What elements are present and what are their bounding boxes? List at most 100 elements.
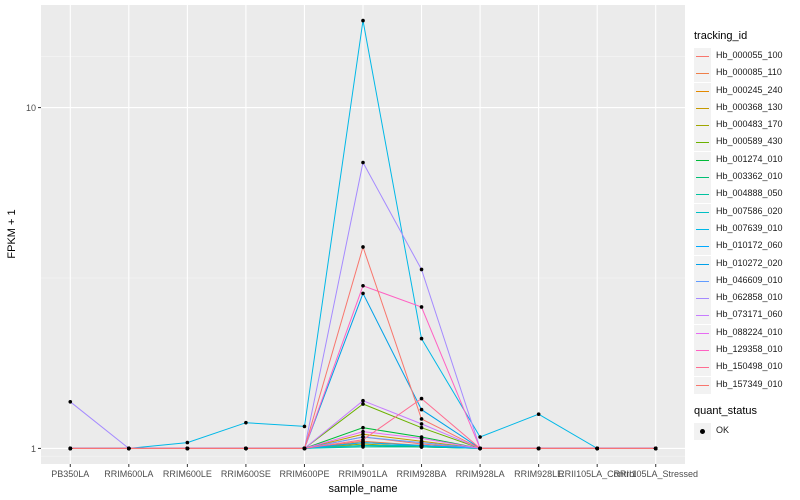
legend-line-swatch <box>696 228 709 230</box>
legend-label: Hb_004888_050 <box>716 188 783 199</box>
data-point <box>361 429 365 434</box>
data-point <box>68 400 73 404</box>
legend-key <box>694 203 711 221</box>
data-point <box>68 446 73 451</box>
legend-key <box>694 238 711 256</box>
legend-label: Hb_046609_010 <box>716 274 783 285</box>
data-point <box>419 407 424 412</box>
legend-label: Hb_010272_020 <box>716 257 783 268</box>
data-point <box>361 437 365 442</box>
legend-label: Hb_157349_010 <box>716 378 783 389</box>
legend-label: Hb_000055_100 <box>716 50 783 60</box>
legend-label: Hb_088224_010 <box>716 326 783 337</box>
legend-item: Hb_010272_020 <box>694 255 798 273</box>
legend-item: Hb_003362_010 <box>694 169 798 187</box>
data-point <box>419 440 424 445</box>
data-point <box>361 435 365 439</box>
y-tick-label: 10 <box>26 103 36 113</box>
data-point <box>361 443 365 448</box>
legend-line-swatch <box>696 315 709 317</box>
legend-line-swatch <box>696 125 709 127</box>
data-point <box>302 446 307 451</box>
x-tick-label: PB350LA <box>51 469 89 479</box>
legend-item: Hb_007639_010 <box>694 220 798 238</box>
legend-item: Hb_062858_010 <box>694 290 798 308</box>
legend-line-swatch <box>696 350 709 352</box>
data-point <box>478 435 482 439</box>
quant-legend-label: OK <box>716 425 730 435</box>
legend-label: Hb_000483_170 <box>716 119 783 130</box>
legend-key <box>694 359 711 377</box>
grid <box>41 5 685 464</box>
legend-line-swatch <box>696 142 709 144</box>
data-point <box>536 446 541 451</box>
legend-item: Hb_073171_060 <box>694 307 798 325</box>
legend-line-swatch <box>696 280 709 282</box>
x-axis-title: sample_name <box>328 483 397 495</box>
data-point <box>361 440 365 445</box>
legend-key <box>694 134 711 152</box>
legend-key <box>694 324 711 342</box>
x-tick-label: RRIM901LA <box>338 469 387 479</box>
legend-item: Hb_150498_010 <box>694 359 798 377</box>
legend-key <box>694 169 711 187</box>
legend-label: Hb_000368_130 <box>716 101 783 112</box>
data-point <box>478 446 482 451</box>
data-point <box>361 245 365 249</box>
axes: 1 10 PB350LA RRIM600LA RRIM600LE RRIM600SE RRI… <box>26 103 698 479</box>
legend-label: Hb_007639_010 <box>716 222 783 233</box>
x-tick-label: RRIM928LE <box>514 469 563 479</box>
quant-legend-title: quant_status <box>694 405 757 417</box>
data-point <box>536 412 541 416</box>
series-points <box>68 18 658 451</box>
data-point <box>419 396 424 401</box>
x-tick-label: RRII105LA_Stressed <box>613 469 698 479</box>
data-point <box>361 291 365 296</box>
data-point <box>361 18 365 23</box>
quant-legend-item: OK <box>694 423 798 440</box>
legend-key <box>694 307 711 325</box>
legend-line-swatch <box>696 298 709 300</box>
data-point <box>127 446 131 451</box>
data-point <box>244 420 248 425</box>
legend-item: Hb_000368_130 <box>694 99 798 117</box>
legend-key <box>694 48 711 65</box>
legend-line-swatch <box>696 194 709 196</box>
legend-label: Hb_073171_060 <box>716 309 783 320</box>
legend-items: Hb_000055_100 Hb_000085_110 Hb_000245_240 H… <box>694 48 798 394</box>
legend-label: Hb_129358_010 <box>716 344 783 355</box>
data-point <box>419 436 424 441</box>
legend-key <box>694 65 711 83</box>
x-tick-label: RRII105LA_Control <box>558 469 636 479</box>
data-point <box>361 425 365 430</box>
x-tick-label: RRIM600LE <box>163 469 212 479</box>
legend-item: Hb_007586_020 <box>694 203 798 221</box>
x-tick-label: RRIM928BA <box>397 469 447 479</box>
data-point <box>419 267 424 272</box>
legend-key <box>694 220 711 238</box>
legend-key <box>694 99 711 117</box>
y-tick-label: 1 <box>31 444 36 454</box>
legend-line-swatch <box>696 246 709 248</box>
legend-label: Hb_010172_060 <box>716 240 783 251</box>
legend-item: Hb_129358_010 <box>694 342 798 360</box>
legend-item: Hb_000055_100 <box>694 48 798 65</box>
data-point <box>185 446 190 451</box>
quant-legend-key <box>694 423 711 440</box>
legend-item: Hb_000589_430 <box>694 134 798 152</box>
data-point <box>419 336 424 341</box>
legend-item: Hb_010172_060 <box>694 238 798 256</box>
legend-key <box>694 117 711 135</box>
quant-status-legend: quant_status OK <box>694 405 798 440</box>
data-point <box>595 446 599 451</box>
x-tick-label: RRIM928LA <box>456 469 505 479</box>
legend-key <box>694 186 711 204</box>
legend-key <box>694 151 711 169</box>
legend-line-swatch <box>696 90 709 92</box>
tracking-id-legend: tracking_id Hb_000055_100 Hb_000085_110 Hb… <box>694 30 798 394</box>
data-point <box>244 446 248 451</box>
legend-item: Hb_000483_170 <box>694 117 798 135</box>
legend-key <box>694 82 711 100</box>
legend-item: Hb_001274_010 <box>694 151 798 169</box>
